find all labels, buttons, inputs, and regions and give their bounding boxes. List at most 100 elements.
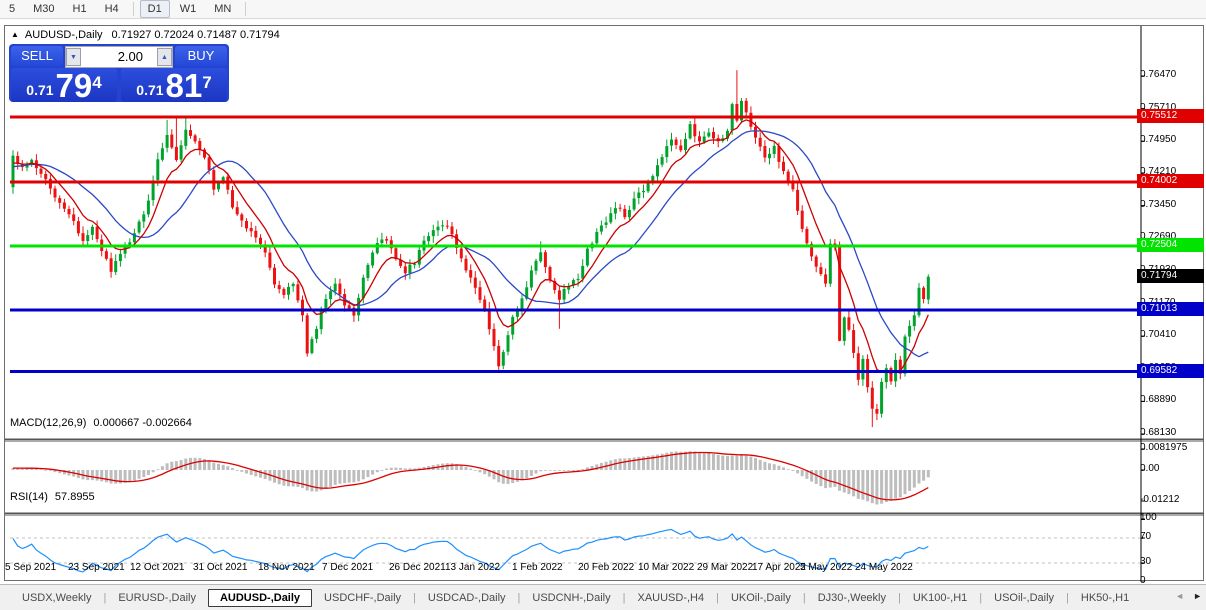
rsi-value: 57.8955 <box>54 491 95 503</box>
sell-price-point: 4 <box>92 73 102 92</box>
toolbar-separator <box>245 2 247 16</box>
date-tick-label: 7 Dec 2021 <box>322 562 374 573</box>
price-tick-label: 0.74950 <box>1140 134 1177 146</box>
tab-xauusd-h4[interactable]: XAUUSD-,H4 <box>637 591 705 604</box>
date-tick-label: 12 Oct 2021 <box>130 562 185 573</box>
tab-uk100-h1[interactable]: UK100-,H1 <box>912 591 968 604</box>
timeframe-button-h4[interactable]: H4 <box>104 3 119 15</box>
date-tick-label: 5 May 2022 <box>800 562 853 573</box>
tab-scroll-right-icon[interactable]: ► <box>1193 591 1202 601</box>
chart-ohlc-values: 0.71927 0.72024 0.71487 0.71794 <box>111 29 280 41</box>
tab-separator: | <box>802 591 806 604</box>
volume-stepper: ▼ 2.00 ▲ <box>65 46 173 68</box>
tab-separator: | <box>622 591 626 604</box>
chart-window: ▲ AUDUSD-,Daily 0.71927 0.72024 0.71487 0.… <box>4 25 1205 582</box>
rsi-indicator-label: RSI(14) 57.8955 <box>10 491 95 503</box>
indicator-tick-label: 70 <box>1140 531 1152 542</box>
buy-price-display[interactable]: 0.71 81 7 <box>121 68 227 102</box>
price-tick-label: 0.68130 <box>1140 427 1177 438</box>
buy-button[interactable]: BUY <box>175 46 227 66</box>
toolbar-separator <box>132 2 134 16</box>
tab-usdchf-daily[interactable]: USDCHF-,Daily <box>324 591 402 604</box>
buy-price-point: 7 <box>202 73 212 92</box>
indicator-tick-label: 0.00 <box>1140 463 1160 474</box>
tab-separator: | <box>517 591 521 604</box>
tab-scroll-left-icon[interactable]: ◄ <box>1175 591 1185 601</box>
tab-usoil-daily[interactable]: USOil-,Daily <box>994 591 1055 604</box>
tab-hk50-h1[interactable]: HK50-,H1 <box>1080 591 1130 604</box>
tab-eurusd-daily[interactable]: EURUSD-,Daily <box>118 591 196 604</box>
chart-plot[interactable] <box>5 26 1205 582</box>
indicator-tick-label: 0 <box>1140 575 1146 586</box>
date-tick-label: 20 Feb 2022 <box>578 562 635 573</box>
sell-price-pips: 79 <box>55 67 93 104</box>
indicator-tick-label: 30 <box>1140 556 1152 567</box>
date-tick-label: 10 Mar 2022 <box>638 562 695 573</box>
timeframe-toolbar: 5 M30 H1 H4 D1 W1 MN <box>0 0 1206 19</box>
sell-price-display[interactable]: 0.71 79 4 <box>11 68 117 102</box>
tab-separator: | <box>413 591 416 604</box>
price-level-badge: 0.75512 <box>1137 109 1204 124</box>
date-tick-label: 18 Nov 2021 <box>258 562 315 573</box>
indicator-tick-label: 0.0081975 <box>1140 442 1188 453</box>
tab-usdcnh-daily[interactable]: USDCNH-,Daily <box>532 591 611 604</box>
chart-symbol-label: AUDUSD-,Daily <box>24 29 103 41</box>
indicator-tick-label: 100 <box>1140 512 1157 523</box>
tab-dj30-weekly[interactable]: DJ30-,Weekly <box>817 591 886 604</box>
sell-price-base: 0.71 <box>26 82 54 98</box>
chart-tab-bar: USDX,Weekly | EURUSD-,Daily AUDUSD-,Daily US… <box>0 584 1206 610</box>
price-tick-label: 0.68890 <box>1140 394 1177 406</box>
tab-separator: | <box>103 591 107 604</box>
date-tick-label: 29 Mar 2022 <box>697 562 754 573</box>
tab-separator: | <box>979 591 983 604</box>
price-level-badge: 0.69582 <box>1137 363 1204 378</box>
price-tick-label: 0.71170 <box>1140 297 1175 308</box>
tab-separator: | <box>1066 591 1069 604</box>
chart-title: ▲ AUDUSD-,Daily 0.71927 0.72024 0.71487 0.… <box>11 29 280 41</box>
tab-separator: | <box>898 591 901 604</box>
timeframe-button-h1[interactable]: H1 <box>72 3 87 15</box>
date-tick-label: 5 Sep 2021 <box>5 562 57 573</box>
macd-name: MACD(12,26,9) <box>10 417 87 429</box>
date-tick-label: 24 May 2022 <box>855 562 913 573</box>
buy-price-pips: 81 <box>165 67 203 104</box>
date-tick-label: 26 Dec 2021 <box>389 562 446 573</box>
sell-button[interactable]: SELL <box>11 46 63 66</box>
timeframe-button-d1[interactable]: D1 <box>139 0 170 18</box>
collapse-arrow-icon[interactable]: ▲ <box>11 30 19 39</box>
rsi-name: RSI(14) <box>10 491 48 503</box>
date-tick-label: 1 Feb 2022 <box>512 562 563 573</box>
date-tick-label: 13 Jan 2022 <box>445 562 501 573</box>
buy-price-base: 0.71 <box>136 82 164 98</box>
price-tick-label: 0.74210 <box>1140 166 1177 177</box>
tab-usdcad-daily[interactable]: USDCAD-,Daily <box>427 591 506 604</box>
price-tick-label: 0.70410 <box>1140 329 1177 341</box>
price-level-badge: 0.71794 <box>1137 268 1204 283</box>
timeframe-button-mn[interactable]: MN <box>214 3 232 15</box>
price-tick-label: 0.72690 <box>1140 231 1177 243</box>
tab-usdx-weekly[interactable]: USDX,Weekly <box>22 591 92 604</box>
volume-decrease-button[interactable]: ▼ <box>66 48 81 66</box>
timeframe-button-m30[interactable]: M30 <box>33 3 55 15</box>
tab-ukoil-daily[interactable]: UKOil-,Daily <box>730 591 791 604</box>
timeframe-button-w1[interactable]: W1 <box>179 3 197 15</box>
date-tick-label: 17 Apr 2022 <box>752 562 806 573</box>
macd-indicator-label: MACD(12,26,9) 0.000667 -0.002664 <box>10 417 192 429</box>
volume-input[interactable]: 2.00 <box>81 47 157 67</box>
date-tick-label: 31 Oct 2021 <box>193 562 248 573</box>
tab-separator: | <box>716 591 719 604</box>
macd-values: 0.000667 -0.002664 <box>93 417 192 429</box>
price-tick-label: 0.76470 <box>1140 69 1177 80</box>
one-click-trading-panel: SELL ▼ 2.00 ▲ BUY 0.71 79 4 0.71 81 7 <box>9 44 229 102</box>
timeframe-button-5[interactable]: 5 <box>9 3 16 15</box>
indicator-tick-label: -0.01212 <box>1140 494 1180 505</box>
price-tick-label: 0.73450 <box>1140 198 1177 210</box>
date-tick-label: 23 Sep 2021 <box>68 562 125 573</box>
volume-increase-button[interactable]: ▲ <box>157 48 172 66</box>
tab-audusd-daily[interactable]: AUDUSD-,Daily <box>207 588 313 607</box>
price-level-badge: 0.72504 <box>1137 238 1204 253</box>
price-tick-label: 0.75710 <box>1140 101 1177 113</box>
price-level-badge: 0.71013 <box>1137 302 1204 317</box>
price-level-badge: 0.74002 <box>1137 173 1204 188</box>
